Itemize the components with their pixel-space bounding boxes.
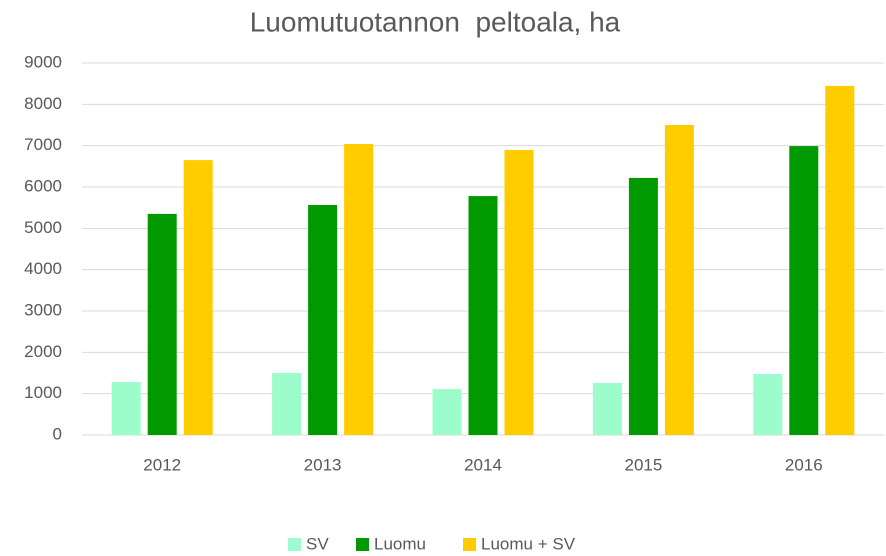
chart-title: Luomutuotannon peltoala, ha — [250, 6, 621, 37]
bar — [664, 125, 694, 435]
y-tick-label: 9000 — [24, 52, 62, 71]
bar — [592, 382, 622, 435]
y-tick-label: 0 — [53, 424, 62, 443]
x-tick-label: 2015 — [624, 455, 662, 474]
bar — [308, 204, 338, 435]
bar — [111, 382, 141, 435]
bar — [753, 374, 783, 435]
y-tick-label: 2000 — [24, 342, 62, 361]
y-tick-label: 3000 — [24, 300, 62, 319]
x-tick-label: 2013 — [304, 455, 342, 474]
legend-label: SV — [306, 534, 329, 553]
bar — [344, 144, 374, 435]
y-tick-label: 5000 — [24, 218, 62, 237]
bar — [628, 177, 658, 435]
y-tick-label: 7000 — [24, 135, 62, 154]
bar — [272, 373, 302, 435]
bar — [183, 160, 213, 435]
y-tick-label: 1000 — [24, 383, 62, 402]
bar — [789, 146, 819, 435]
bar — [147, 213, 177, 435]
x-tick-label: 2016 — [785, 455, 823, 474]
x-tick-label: 2014 — [464, 455, 502, 474]
y-tick-label: 6000 — [24, 176, 62, 195]
y-tick-label: 8000 — [24, 94, 62, 113]
x-tick-label: 2012 — [143, 455, 181, 474]
legend-swatch — [463, 538, 476, 551]
legend-label: Luomu + SV — [481, 534, 576, 553]
legend-label: Luomu — [374, 534, 426, 553]
bar — [468, 196, 498, 435]
bar — [825, 85, 855, 435]
bar — [504, 150, 534, 436]
y-tick-label: 4000 — [24, 259, 62, 278]
legend-swatch — [288, 538, 301, 551]
legend-swatch — [356, 538, 369, 551]
bar — [432, 389, 462, 435]
